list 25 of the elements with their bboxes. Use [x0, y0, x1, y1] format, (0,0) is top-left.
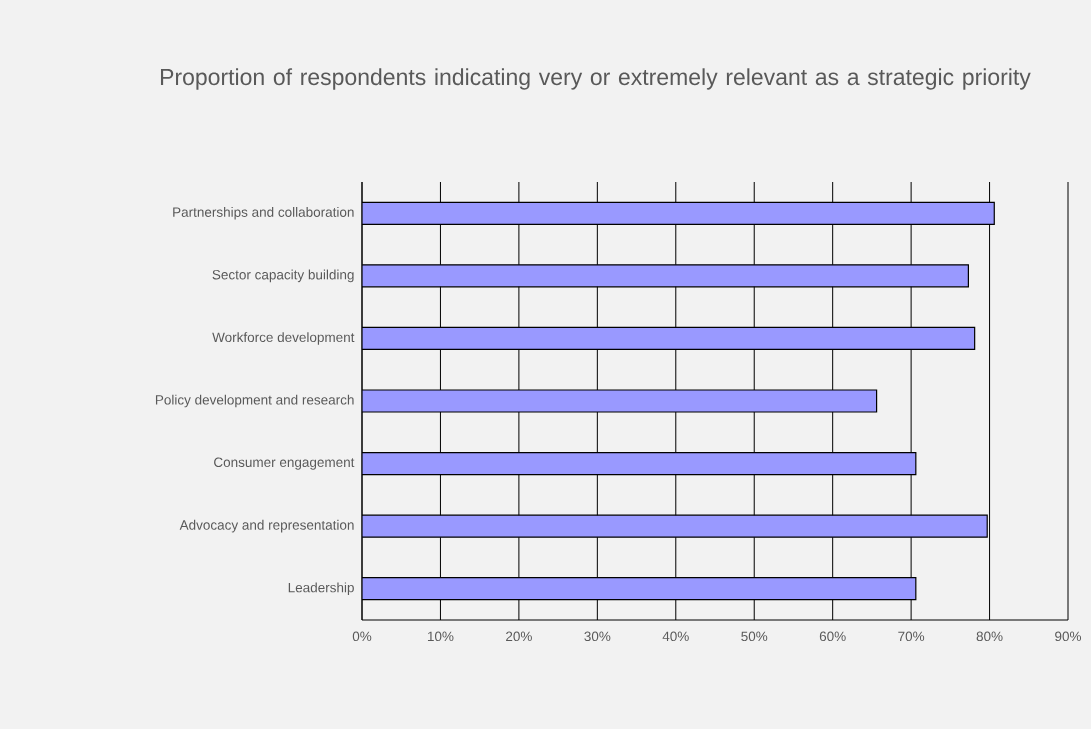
x-tick-label: 80%: [976, 631, 1003, 642]
y-tick-label: Advocacy and representation: [179, 519, 354, 533]
x-tick-label: 30%: [584, 631, 611, 642]
y-tick-label: Partnerships and collaboration: [173, 206, 354, 220]
y-tick-label: Workforce development: [212, 332, 355, 345]
y-tick-label: Policy development and research: [155, 394, 354, 408]
x-tick-label: 70%: [898, 631, 925, 642]
bar: [362, 451, 917, 476]
bar: [362, 201, 995, 225]
y-tick-label: Leadership: [288, 582, 354, 596]
x-tick-label: 90%: [1055, 631, 1082, 642]
bar: [362, 514, 988, 538]
chart-title: Proportion of respondents indicating very or extremely relevant as a strategic priority: [160, 68, 1031, 90]
bar: [362, 264, 969, 288]
y-tick-label: Consumer engagement: [214, 457, 355, 470]
x-tick-label: 40%: [662, 631, 689, 642]
bar: [362, 577, 917, 601]
bar: [362, 389, 878, 413]
y-tick-label: Sector capacity building: [212, 269, 354, 283]
x-tick-label: 10%: [427, 631, 454, 642]
x-tick-label: 50%: [741, 631, 768, 642]
x-tick-label: 20%: [506, 631, 532, 642]
x-tick-label: 60%: [819, 631, 846, 642]
x-tick-label: 0%: [352, 631, 372, 642]
bar: [362, 326, 976, 351]
